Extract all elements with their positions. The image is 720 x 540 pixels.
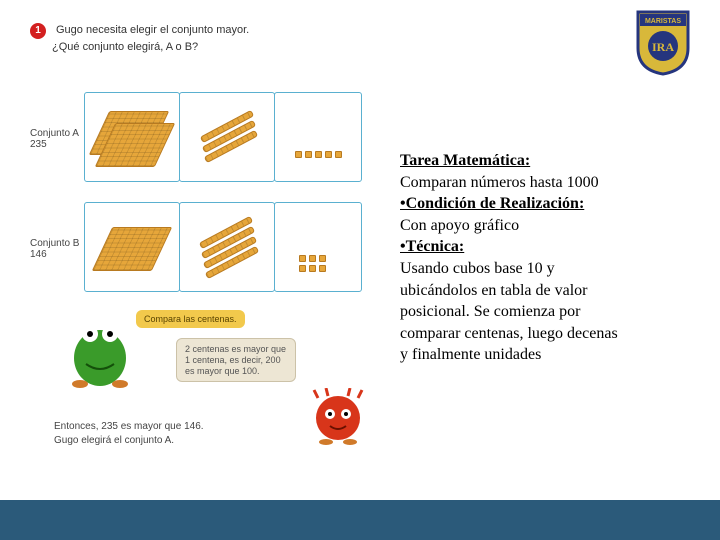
tens-cell [179, 202, 275, 292]
tens-cell [179, 92, 275, 182]
green-character-icon [66, 316, 134, 390]
set-b-blocks [84, 202, 361, 292]
hundreds-cell [84, 202, 180, 292]
svg-text:MARISTAS: MARISTAS [645, 18, 681, 25]
maristas-logo-icon: MARISTAS IRA [634, 8, 692, 76]
explanation-block: Tarea Matemática: Comparan números hasta… [390, 20, 690, 500]
text-tecnica-1: Usando cubos base 10 y [400, 258, 660, 280]
set-b-label: Conjunto B 146 [30, 238, 79, 260]
set-a-blocks [84, 92, 361, 182]
conclusion-text: Entonces, 235 es mayor que 146. Gugo ele… [54, 420, 204, 448]
speech-bubble-2: 2 centenas es mayor que 1 centena, es de… [176, 338, 296, 382]
red-character-icon [308, 388, 368, 446]
problem-number: 1 [30, 23, 46, 39]
heading-tecnica: •Técnica: [400, 238, 464, 255]
text-tecnica-2: ubicándolos en tabla de valor [400, 280, 660, 302]
problem-line2: ¿Qué conjunto elegirá, A o B? [52, 41, 390, 53]
text-tecnica-5: y finalmente unidades [400, 344, 660, 366]
set-a-label: Conjunto A 235 [30, 128, 79, 150]
text-tarea: Comparan números hasta 1000 [400, 172, 660, 194]
units-cell [274, 92, 362, 182]
problem-line1: Gugo necesita elegir el conjunto mayor. [56, 24, 249, 36]
speech-bubble-1: Compara las centenas. [136, 310, 245, 328]
text-tecnica-4: comparar centenas, luego decenas [400, 323, 660, 345]
heading-tarea: Tarea Matemática: [400, 150, 660, 172]
text-condicion: Con apoyo gráfico [400, 215, 660, 237]
footer-bar [0, 500, 720, 540]
textbook-excerpt: 1 Gugo necesita elegir el conjunto mayor… [30, 20, 390, 500]
hundreds-cell [84, 92, 180, 182]
text-tecnica-3: posicional. Se comienza por [400, 301, 660, 323]
heading-condicion: •Condición de Realización: [400, 195, 584, 212]
svg-text:IRA: IRA [652, 40, 674, 54]
problem-header: 1 Gugo necesita elegir el conjunto mayor… [30, 20, 390, 53]
units-cell [274, 202, 362, 292]
